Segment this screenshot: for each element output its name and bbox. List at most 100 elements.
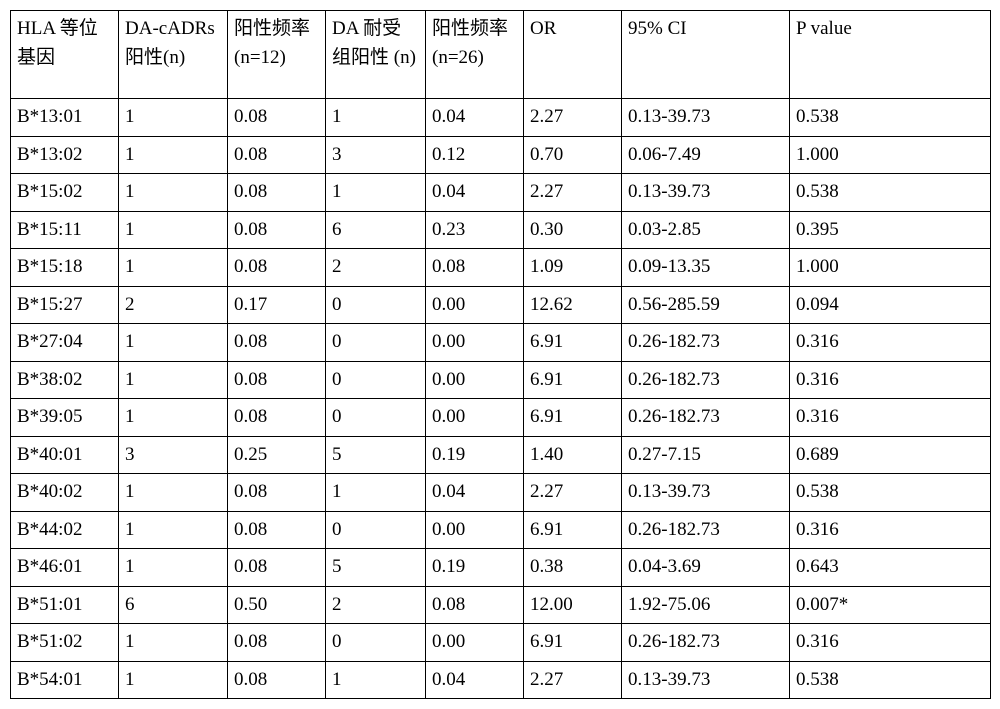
table-cell: 0.17 (228, 286, 326, 324)
table-cell: 2 (326, 586, 426, 624)
table-cell: 6.91 (524, 324, 622, 362)
column-header: HLA 等位基因 (11, 11, 119, 99)
table-cell: 0.08 (228, 361, 326, 399)
table-cell: 0.06-7.49 (622, 136, 790, 174)
table-row: B*15:1110.0860.230.300.03-2.850.395 (11, 211, 991, 249)
table-cell: 0.04 (426, 661, 524, 699)
table-row: B*46:0110.0850.190.380.04-3.690.643 (11, 549, 991, 587)
table-cell: 0 (326, 624, 426, 662)
table-row: B*27:0410.0800.006.910.26-182.730.316 (11, 324, 991, 362)
table-cell: 6 (119, 586, 228, 624)
table-cell: 2.27 (524, 174, 622, 212)
table-cell: 0.08 (228, 324, 326, 362)
table-cell: 2 (119, 286, 228, 324)
table-cell: 6.91 (524, 361, 622, 399)
table-cell: 2 (326, 249, 426, 287)
table-cell: 1.09 (524, 249, 622, 287)
table-cell: 0.13-39.73 (622, 174, 790, 212)
table-cell: 1 (119, 511, 228, 549)
table-header: HLA 等位基因DA-cADRs阳性(n)阳性频率 (n=12)DA 耐受组阳性… (11, 11, 991, 99)
table-cell: 5 (326, 436, 426, 474)
table-cell: 0.26-182.73 (622, 324, 790, 362)
table-cell: B*13:02 (11, 136, 119, 174)
table-cell: 2.27 (524, 99, 622, 137)
table-cell: 0.09-13.35 (622, 249, 790, 287)
table-row: B*38:0210.0800.006.910.26-182.730.316 (11, 361, 991, 399)
table-cell: 1 (119, 474, 228, 512)
table-cell: 0.26-182.73 (622, 361, 790, 399)
table-cell: 0.08 (228, 249, 326, 287)
table-cell: B*44:02 (11, 511, 119, 549)
table-cell: B*40:02 (11, 474, 119, 512)
table-cell: 0.56-285.59 (622, 286, 790, 324)
table-row: B*13:0110.0810.042.270.13-39.730.538 (11, 99, 991, 137)
table-cell: 0.12 (426, 136, 524, 174)
table-cell: 0.26-182.73 (622, 399, 790, 437)
table-cell: B*46:01 (11, 549, 119, 587)
table-cell: 6.91 (524, 511, 622, 549)
column-header: DA 耐受组阳性 (n) (326, 11, 426, 99)
table-cell: 0.13-39.73 (622, 99, 790, 137)
table-cell: 1 (119, 549, 228, 587)
table-cell: B*13:01 (11, 99, 119, 137)
column-header: 95% CI (622, 11, 790, 99)
table-cell: 0.094 (790, 286, 991, 324)
table-cell: 0 (326, 286, 426, 324)
table-cell: 0.316 (790, 624, 991, 662)
table-cell: 0.08 (228, 549, 326, 587)
table-cell: 0.04 (426, 99, 524, 137)
table-cell: 0.00 (426, 399, 524, 437)
table-row: B*54:0110.0810.042.270.13-39.730.538 (11, 661, 991, 699)
table-cell: 0.316 (790, 324, 991, 362)
table-cell: 1.92-75.06 (622, 586, 790, 624)
table-cell: B*15:18 (11, 249, 119, 287)
table-cell: 6.91 (524, 624, 622, 662)
table-cell: 5 (326, 549, 426, 587)
table-body: B*13:0110.0810.042.270.13-39.730.538B*13… (11, 99, 991, 699)
table-cell: 1 (119, 361, 228, 399)
column-header: 阳性频率 (n=12) (228, 11, 326, 99)
table-cell: 0.08 (228, 99, 326, 137)
table-cell: 0.689 (790, 436, 991, 474)
table-cell: 0.13-39.73 (622, 474, 790, 512)
table-cell: 0.04 (426, 174, 524, 212)
table-cell: 12.00 (524, 586, 622, 624)
table-cell: 0.23 (426, 211, 524, 249)
table-row: B*40:0130.2550.191.400.27-7.150.689 (11, 436, 991, 474)
table-cell: B*39:05 (11, 399, 119, 437)
table-cell: 0.26-182.73 (622, 624, 790, 662)
table-cell: 0.19 (426, 436, 524, 474)
table-cell: 0.316 (790, 361, 991, 399)
table-cell: 1 (326, 174, 426, 212)
table-cell: 0.08 (426, 249, 524, 287)
table-cell: B*38:02 (11, 361, 119, 399)
table-cell: 0.26-182.73 (622, 511, 790, 549)
table-cell: 0.08 (426, 586, 524, 624)
table-cell: 0 (326, 324, 426, 362)
table-row: B*51:0160.5020.0812.001.92-75.060.007* (11, 586, 991, 624)
table-cell: 0.538 (790, 99, 991, 137)
table-cell: 0.00 (426, 511, 524, 549)
table-cell: 1 (326, 99, 426, 137)
table-cell: B*15:02 (11, 174, 119, 212)
table-cell: 0.08 (228, 511, 326, 549)
table-cell: 0.08 (228, 211, 326, 249)
table-cell: 1 (119, 249, 228, 287)
table-cell: 1 (119, 399, 228, 437)
table-row: B*13:0210.0830.120.700.06-7.491.000 (11, 136, 991, 174)
table-cell: 1 (326, 474, 426, 512)
table-cell: 0.00 (426, 286, 524, 324)
table-cell: 0.08 (228, 399, 326, 437)
table-cell: 1 (326, 661, 426, 699)
table-cell: B*51:01 (11, 586, 119, 624)
table-cell: 1 (119, 661, 228, 699)
table-cell: 6 (326, 211, 426, 249)
table-cell: 1 (119, 211, 228, 249)
table-row: B*40:0210.0810.042.270.13-39.730.538 (11, 474, 991, 512)
table-cell: 0.395 (790, 211, 991, 249)
table-row: B*15:1810.0820.081.090.09-13.351.000 (11, 249, 991, 287)
table-cell: 0.538 (790, 474, 991, 512)
table-cell: 0.538 (790, 174, 991, 212)
table-row: B*44:0210.0800.006.910.26-182.730.316 (11, 511, 991, 549)
table-cell: 1.40 (524, 436, 622, 474)
